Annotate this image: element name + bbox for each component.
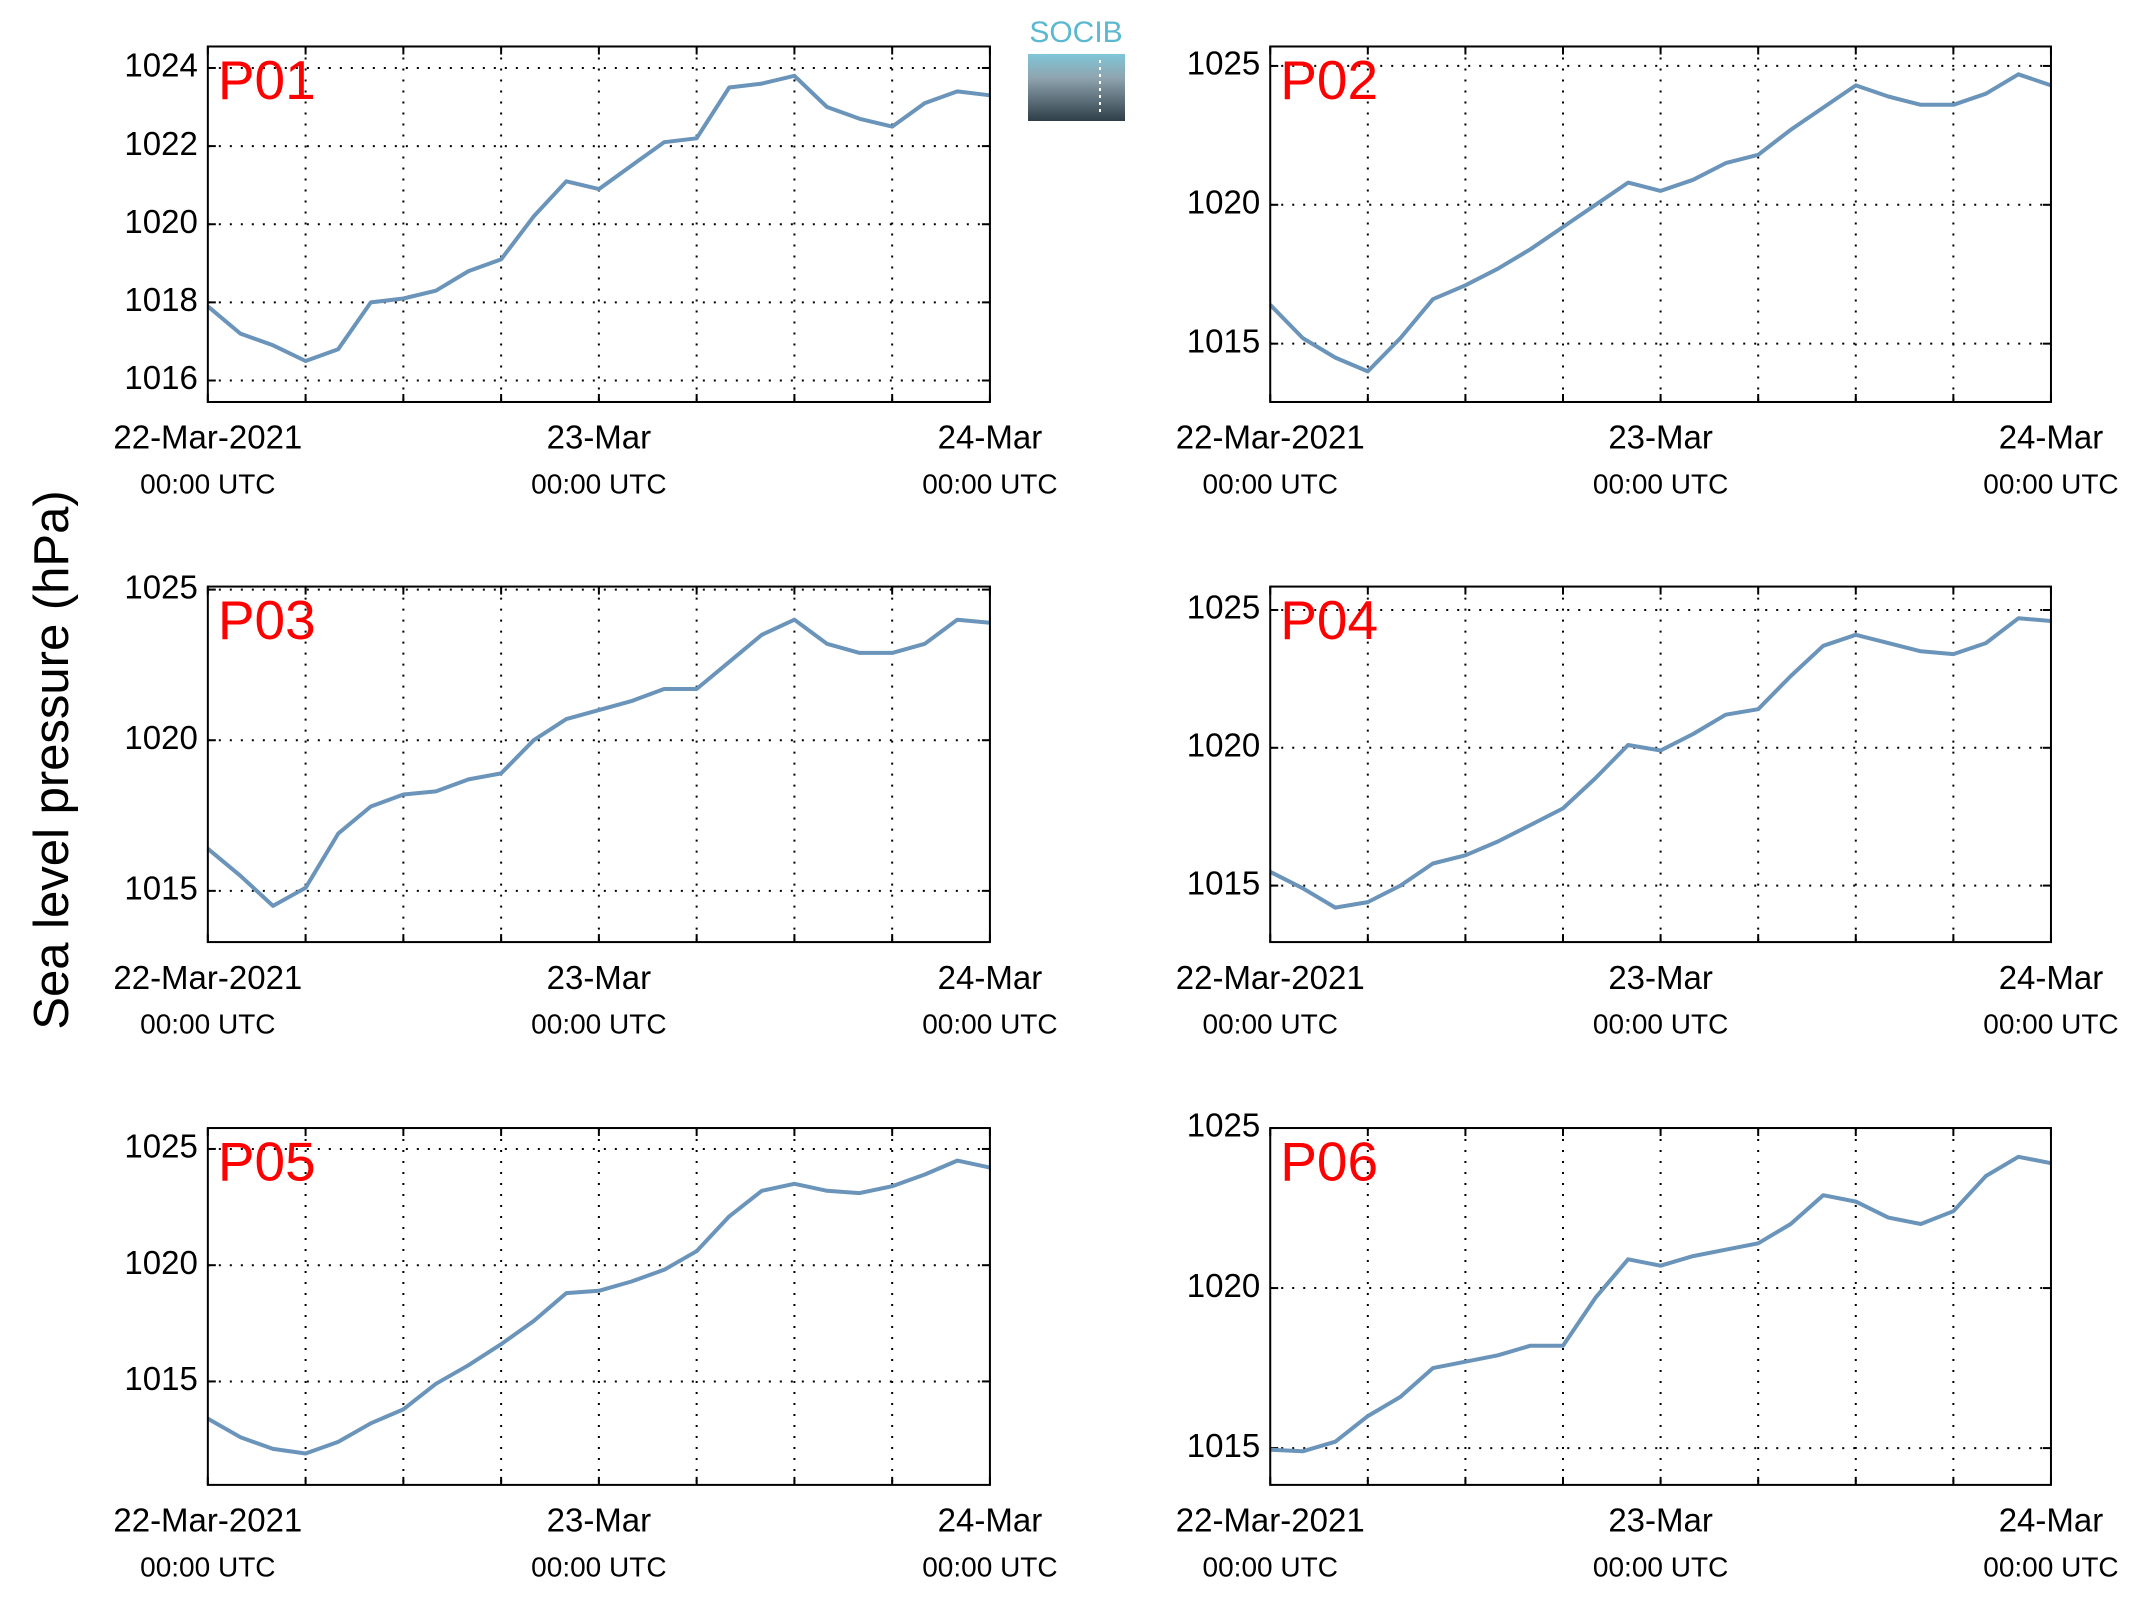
y-tick-label: 1015 (124, 1360, 197, 1397)
x-tick-sublabel: 00:00 UTC (1593, 468, 1728, 499)
plot-frame (1269, 585, 2052, 944)
subplot: 1015 1020 1025 22-Mar-2021 00:00 UTC 23-Mar 00… (1176, 45, 2119, 500)
x-tick-label: 24-Mar (938, 419, 1043, 456)
y-tick-label: 1025 (124, 1128, 197, 1165)
x-tick-sublabel: 00:00 UTC (531, 1008, 666, 1039)
plot-frame (206, 585, 991, 944)
logo-text: SOCIB (1029, 16, 1122, 49)
y-tick-label: 1025 (1187, 1107, 1260, 1144)
y-tick-label: 1015 (1187, 322, 1260, 359)
x-tick-label: 23-Mar (1608, 419, 1713, 456)
x-tick-sublabel: 00:00 UTC (922, 468, 1057, 499)
data-line (1269, 616, 2052, 910)
x-tick-label: 22-Mar-2021 (1176, 1502, 1365, 1539)
x-tick-label: 24-Mar (1999, 419, 2104, 456)
y-tick-label: 1020 (1187, 184, 1260, 221)
y-tick-label: 1022 (124, 125, 197, 162)
x-tick-label: 22-Mar-2021 (1176, 419, 1365, 456)
x-tick-sublabel: 00:00 UTC (140, 468, 275, 499)
x-tick-label: 24-Mar (1999, 1502, 2104, 1539)
x-tick-label: 24-Mar (938, 1502, 1043, 1539)
panel-title: P01 (218, 49, 316, 111)
x-tick-label: 24-Mar (938, 959, 1043, 996)
x-tick-sublabel: 00:00 UTC (1593, 1008, 1728, 1039)
panel-title: P06 (1280, 1131, 1378, 1193)
x-tick-sublabel: 00:00 UTC (1983, 1551, 2118, 1582)
x-tick-sublabel: 00:00 UTC (140, 1551, 275, 1582)
x-tick-sublabel: 00:00 UTC (1593, 1551, 1728, 1582)
plot-frame (1269, 45, 2052, 403)
plot-frame (206, 1127, 991, 1486)
subplot: 1015 1020 1025 22-Mar-2021 00:00 UTC 23-Mar 00… (113, 1127, 1058, 1582)
x-tick-sublabel: 00:00 UTC (922, 1008, 1057, 1039)
x-tick-label: 22-Mar-2021 (113, 1502, 302, 1539)
x-tick-label: 23-Mar (547, 419, 652, 456)
data-line (206, 1158, 991, 1456)
subplot: 1015 1020 1025 22-Mar-2021 00:00 UTC 23-Mar 00… (1176, 1107, 2119, 1583)
panel-title: P04 (1280, 589, 1378, 651)
y-tick-label: 1020 (124, 203, 197, 240)
x-tick-sublabel: 00:00 UTC (1983, 1008, 2118, 1039)
logo: SOCIB (1028, 16, 1125, 121)
x-tick-sublabel: 00:00 UTC (531, 468, 666, 499)
y-tick-label: 1025 (124, 568, 197, 605)
data-line (1270, 1154, 2052, 1454)
x-tick-sublabel: 00:00 UTC (140, 1008, 275, 1039)
x-tick-sublabel: 00:00 UTC (1203, 1551, 1338, 1582)
x-tick-label: 23-Mar (547, 959, 652, 996)
y-tick-label: 1025 (1187, 589, 1260, 626)
plot-frame (206, 45, 991, 403)
panel-title: P03 (218, 589, 316, 651)
x-tick-label: 23-Mar (1608, 1502, 1713, 1539)
x-tick-sublabel: 00:00 UTC (922, 1551, 1057, 1582)
y-tick-label: 1015 (124, 870, 197, 907)
panel-title: P05 (218, 1131, 316, 1193)
data-line (206, 73, 991, 363)
subplot: 1015 1020 1025 22-Mar-2021 00:00 UTC 23-Mar 00… (1176, 585, 2119, 1039)
y-tick-label: 1025 (1187, 45, 1260, 82)
data-line (1268, 72, 2052, 374)
y-tick-label: 1018 (124, 281, 197, 318)
logo-block (1028, 54, 1125, 121)
x-tick-label: 22-Mar-2021 (113, 419, 302, 456)
x-tick-sublabel: 00:00 UTC (531, 1551, 666, 1582)
panel-title: P02 (1280, 49, 1378, 111)
data-line (206, 617, 991, 908)
y-tick-label: 1020 (124, 719, 197, 756)
x-tick-label: 23-Mar (1608, 959, 1713, 996)
subplot: 1016 1018 1020 1022 1024 22-Mar-2021 00:00 UTC… (113, 45, 1058, 499)
y-tick-label: 1015 (1187, 1427, 1260, 1464)
y-tick-label: 1015 (1187, 864, 1260, 901)
y-tick-label: 1020 (124, 1244, 197, 1281)
x-tick-label: 24-Mar (1999, 959, 2104, 996)
plot-frame (1269, 1127, 2052, 1486)
y-tick-label: 1020 (1187, 1267, 1260, 1304)
y-tick-label: 1024 (124, 47, 197, 84)
x-tick-sublabel: 00:00 UTC (1203, 468, 1338, 499)
subplot: 1015 1020 1025 22-Mar-2021 00:00 UTC 23-Mar 00… (113, 568, 1057, 1039)
x-tick-label: 22-Mar-2021 (1176, 959, 1365, 996)
y-tick-label: 1016 (124, 359, 197, 396)
x-tick-sublabel: 00:00 UTC (1983, 468, 2118, 499)
y-tick-label: 1020 (1187, 727, 1260, 764)
x-tick-label: 22-Mar-2021 (113, 959, 302, 996)
x-tick-sublabel: 00:00 UTC (1203, 1008, 1338, 1039)
x-tick-label: 23-Mar (547, 1502, 652, 1539)
y-axis-label: Sea level pressure (hPa) (25, 490, 79, 1029)
